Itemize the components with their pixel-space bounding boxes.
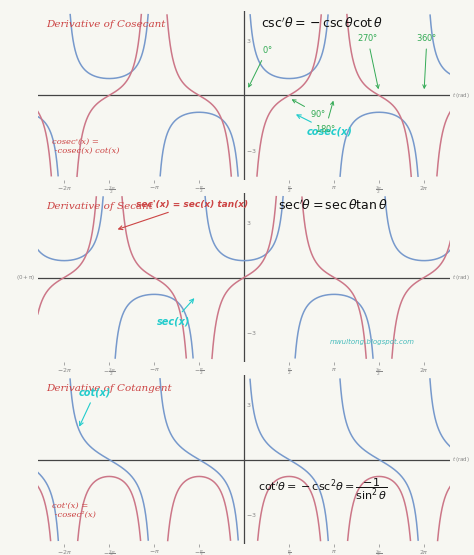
Text: $\mathrm{(0+\pi)}$: $\mathrm{(0+\pi)}$ xyxy=(16,273,35,282)
Text: $3$: $3$ xyxy=(246,219,252,227)
Text: $270°$: $270°$ xyxy=(357,32,379,88)
Text: $-3$: $-3$ xyxy=(246,329,257,337)
Text: $\mathrm{sec}'\theta = \mathrm{sec}\,\theta\tan\theta$: $\mathrm{sec}'\theta = \mathrm{sec}\,\th… xyxy=(278,198,388,213)
Text: Derivative of Cosecant: Derivative of Cosecant xyxy=(46,19,166,28)
Text: cot'(x) =
 -cosec²(x): cot'(x) = -cosec²(x) xyxy=(52,502,96,519)
Text: cosec'(x) =
 -cosec(x) cot(x): cosec'(x) = -cosec(x) cot(x) xyxy=(52,138,120,155)
Text: $\mathrm{cot}'\theta = -\mathrm{csc}^2\theta = \dfrac{-1}{\sin^2\theta}$: $\mathrm{cot}'\theta = -\mathrm{csc}^2\t… xyxy=(258,476,388,502)
Text: $t\,(\rm{rad})$: $t\,(\rm{rad})$ xyxy=(452,455,470,464)
Text: $t\,(\rm{rad})$: $t\,(\rm{rad})$ xyxy=(452,273,470,282)
Text: cot(x): cot(x) xyxy=(79,387,111,426)
Text: $0°$: $0°$ xyxy=(249,44,273,87)
Text: sec(x): sec(x) xyxy=(157,299,193,327)
Text: sec'(x) = sec(x) tan(x): sec'(x) = sec(x) tan(x) xyxy=(118,200,249,230)
Text: cosec(x): cosec(x) xyxy=(297,115,352,136)
Text: $\mathrm{csc}'\theta = -\mathrm{csc}\,\theta\cot\theta$: $\mathrm{csc}'\theta = -\mathrm{csc}\,\t… xyxy=(261,16,383,31)
Text: $360°$: $360°$ xyxy=(416,32,438,88)
Text: Derivative of Secant: Derivative of Secant xyxy=(46,201,154,211)
Text: $3$: $3$ xyxy=(246,401,252,410)
Text: $t\,(\rm{rad})$: $t\,(\rm{rad})$ xyxy=(452,91,470,100)
Text: $180°$: $180°$ xyxy=(315,102,336,134)
Text: $-3$: $-3$ xyxy=(246,147,257,155)
Text: $-3$: $-3$ xyxy=(246,511,257,519)
Text: Derivative of Cotangent: Derivative of Cotangent xyxy=(46,384,172,393)
Text: $90°$: $90°$ xyxy=(292,100,326,119)
Text: mwultong.blogspot.com: mwultong.blogspot.com xyxy=(330,339,415,345)
Text: $3$: $3$ xyxy=(246,37,252,45)
